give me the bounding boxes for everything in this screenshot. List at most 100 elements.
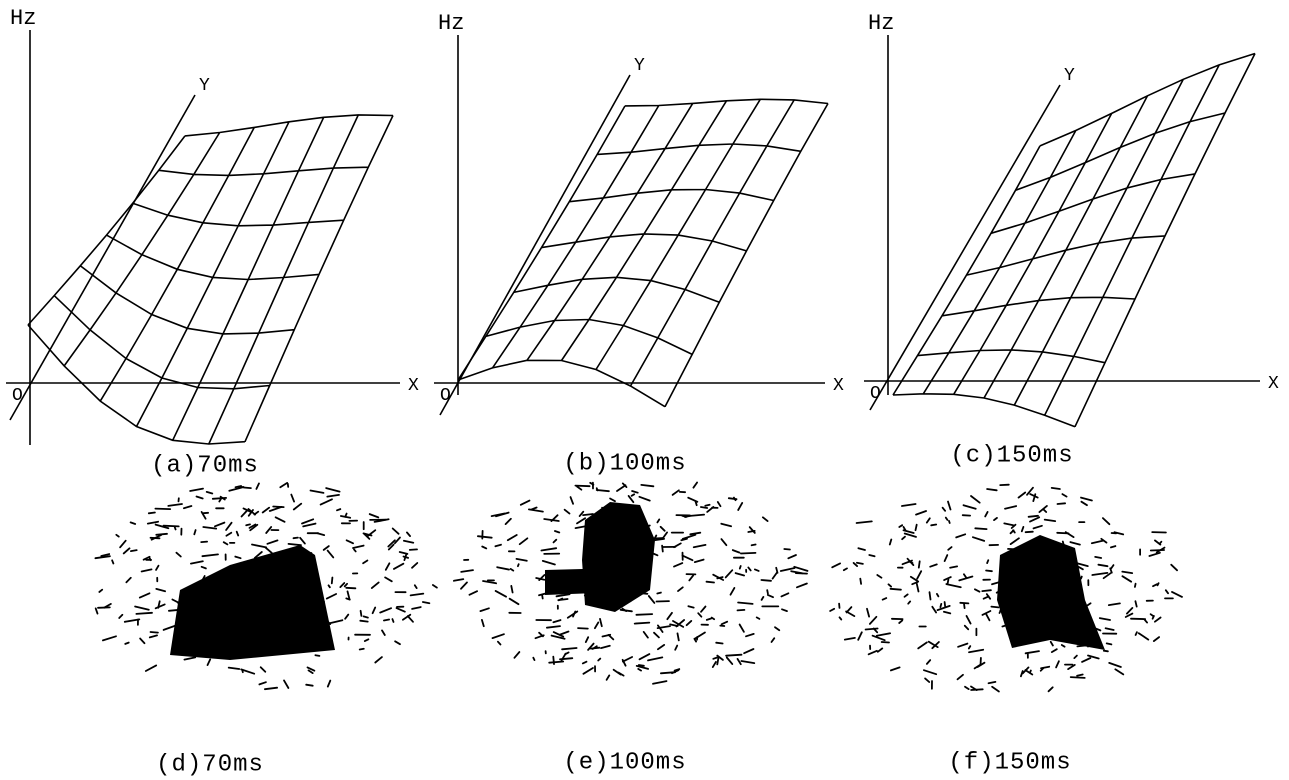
sulcus-mark bbox=[1092, 573, 1107, 575]
sulcus-mark bbox=[492, 514, 505, 517]
sulcus-mark bbox=[687, 621, 692, 625]
sulcus-mark bbox=[698, 613, 701, 617]
sulcus-mark bbox=[845, 638, 855, 640]
origin-label: O bbox=[870, 384, 881, 404]
sulcus-mark bbox=[1077, 675, 1083, 676]
sulcus-mark bbox=[382, 630, 385, 635]
sulcus-mark bbox=[1139, 633, 1149, 639]
sulcus-mark bbox=[927, 660, 930, 664]
sulcus-mark bbox=[236, 486, 242, 487]
sulcus-mark bbox=[683, 535, 696, 539]
sulcus-mark bbox=[1109, 603, 1120, 605]
sulcus-mark bbox=[791, 571, 802, 573]
sulcus-mark bbox=[408, 616, 413, 622]
sulcus-mark bbox=[1043, 509, 1046, 512]
sulcus-mark bbox=[986, 614, 989, 620]
sulcus-mark bbox=[908, 601, 910, 603]
sulcus-mark bbox=[866, 629, 878, 630]
sulcus-mark bbox=[577, 487, 581, 490]
sulcus-mark bbox=[433, 585, 437, 588]
sulcus-mark bbox=[493, 634, 504, 638]
sulcus-mark bbox=[201, 542, 207, 543]
sulcus-mark bbox=[905, 594, 908, 596]
sulcus-mark bbox=[142, 569, 152, 571]
sulcus-mark bbox=[543, 561, 555, 565]
sulcus-mark bbox=[992, 687, 999, 692]
sulcus-mark bbox=[1095, 557, 1101, 558]
brain-map bbox=[454, 483, 808, 684]
sulcus-mark bbox=[629, 496, 634, 502]
sulcus-mark bbox=[533, 658, 534, 660]
sulcus-mark bbox=[667, 613, 672, 619]
sulcus-mark bbox=[713, 658, 717, 659]
sulcus-mark bbox=[1074, 656, 1077, 659]
sulcus-mark bbox=[1049, 687, 1053, 691]
surface-mesh bbox=[458, 99, 828, 406]
sulcus-mark bbox=[176, 553, 180, 557]
sulcus-mark bbox=[202, 554, 218, 556]
sulcus-mark bbox=[373, 608, 376, 614]
sulcus-mark bbox=[1056, 661, 1059, 667]
sulcus-mark bbox=[718, 502, 721, 506]
sulcus-mark bbox=[266, 527, 271, 533]
sulcus-mark bbox=[125, 643, 128, 644]
sulcus-mark bbox=[131, 550, 137, 551]
origin-label: O bbox=[440, 386, 451, 406]
sulcus-mark bbox=[891, 589, 901, 590]
sulcus-mark bbox=[916, 525, 917, 531]
sulcus-mark bbox=[674, 563, 682, 567]
sulcus-mark bbox=[967, 616, 971, 624]
x-axis-label: X bbox=[408, 376, 419, 396]
sulcus-mark bbox=[695, 560, 704, 563]
sulcus-mark bbox=[975, 589, 980, 591]
sulcus-mark bbox=[878, 648, 883, 651]
plot-caption: (a)70ms bbox=[151, 452, 259, 479]
sulcus-mark bbox=[541, 548, 556, 550]
sulcus-mark bbox=[591, 648, 600, 649]
sulcus-mark bbox=[762, 597, 764, 600]
sulcus-mark bbox=[846, 611, 854, 616]
sulcus-mark bbox=[1068, 665, 1075, 669]
sulcus-mark bbox=[614, 670, 621, 675]
sulcus-mark bbox=[203, 527, 216, 529]
sulcus-mark bbox=[636, 614, 652, 615]
sulcus-mark bbox=[337, 509, 340, 510]
sulcus-mark bbox=[168, 504, 182, 506]
sulcus-mark bbox=[707, 582, 715, 583]
sulcus-mark bbox=[873, 636, 885, 641]
sulcus-mark bbox=[973, 537, 984, 541]
sulcus-mark bbox=[944, 612, 950, 614]
sulcus-mark bbox=[721, 539, 726, 545]
sulcus-mark bbox=[727, 658, 733, 665]
sulcus-mark bbox=[370, 514, 379, 517]
sulcus-mark bbox=[131, 522, 136, 524]
y-axis bbox=[10, 95, 195, 420]
sulcus-mark bbox=[577, 518, 585, 523]
sulcus-mark bbox=[226, 523, 232, 530]
sulcus-mark bbox=[989, 682, 996, 683]
sulcus-mark bbox=[461, 582, 467, 588]
sulcus-mark bbox=[191, 561, 203, 563]
sulcus-mark bbox=[924, 670, 936, 674]
sulcus-mark bbox=[1104, 651, 1108, 652]
plot-caption: (c)150ms bbox=[950, 442, 1073, 469]
sulcus-mark bbox=[393, 529, 399, 534]
sulcus-mark bbox=[1045, 520, 1056, 522]
sulcus-mark bbox=[520, 538, 528, 544]
y-axis-label: Y bbox=[634, 56, 645, 76]
sulcus-mark bbox=[244, 488, 251, 489]
sulcus-mark bbox=[657, 519, 659, 522]
sulcus-mark bbox=[202, 567, 206, 569]
sulcus-mark bbox=[857, 521, 872, 523]
sulcus-mark bbox=[511, 586, 512, 593]
sulcus-mark bbox=[229, 668, 240, 669]
sulcus-mark bbox=[1019, 493, 1026, 498]
sulcus-mark bbox=[797, 584, 807, 588]
sulcus-mark bbox=[1103, 518, 1110, 524]
sulcus-mark bbox=[773, 572, 778, 578]
sulcus-mark bbox=[607, 675, 610, 679]
sulcus-mark bbox=[986, 571, 992, 572]
sulcus-mark bbox=[902, 504, 916, 506]
sulcus-mark bbox=[1098, 565, 1107, 567]
sulcus-mark bbox=[964, 604, 965, 609]
